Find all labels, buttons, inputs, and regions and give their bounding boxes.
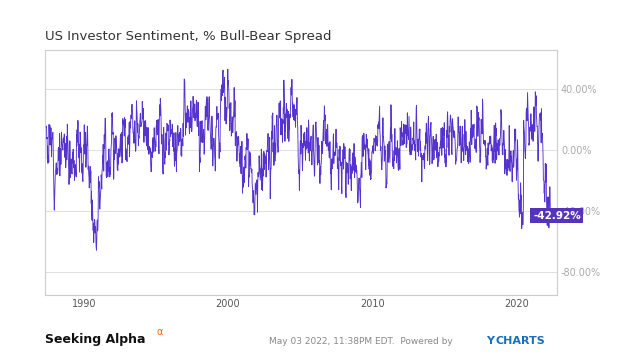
Text: US Investor Sentiment, % Bull-Bear Spread: US Investor Sentiment, % Bull-Bear Sprea… [45, 30, 332, 43]
Text: α: α [157, 327, 163, 337]
Text: Seeking Alpha: Seeking Alpha [45, 333, 145, 346]
Text: CHARTS: CHARTS [496, 336, 546, 346]
Text: -42.92%: -42.92% [533, 211, 580, 221]
Text: Y: Y [486, 336, 494, 346]
Text: May 03 2022, 11:38PM EDT.  Powered by: May 03 2022, 11:38PM EDT. Powered by [269, 337, 456, 346]
